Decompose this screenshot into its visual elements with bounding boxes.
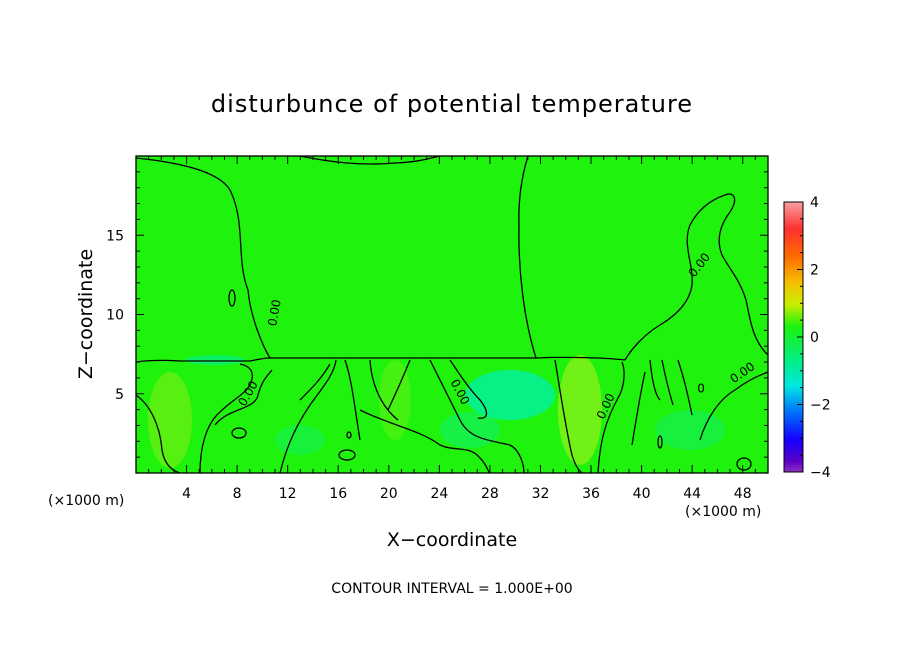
x-tick-label: 16 [329, 486, 347, 502]
contour-line [535, 356, 626, 361]
colorbar-ticks: 4 2 0 −2 −4 [797, 195, 831, 481]
x-tick-label: 44 [683, 486, 701, 502]
warm-patch [558, 355, 602, 465]
contour-ring [231, 427, 247, 439]
y-tick-label: 10 [106, 308, 124, 324]
contour-line [369, 359, 399, 421]
contour-line [624, 193, 768, 361]
contour-line [136, 156, 537, 359]
contour-line [597, 361, 625, 473]
contour-line [387, 359, 411, 411]
contour-line [279, 359, 337, 473]
contour-line [677, 359, 693, 416]
x-tick-label: 4 [182, 486, 191, 502]
colorbar-tick-label: 0 [810, 330, 819, 346]
contour-line [449, 359, 488, 419]
x-tick-label: 12 [279, 486, 297, 502]
contour-line [429, 359, 525, 473]
colorbar: 4 2 0 −2 −4 [783, 195, 831, 481]
chart-title: disturbunce of potential temperature [211, 90, 693, 118]
contour-line [631, 371, 646, 446]
x-tick-label: 28 [481, 486, 499, 502]
warm-patch [379, 360, 411, 440]
contour-line [199, 363, 254, 473]
contour-line [214, 369, 273, 426]
contour-ring [228, 289, 236, 307]
x-unit-right: (×1000 m) [685, 504, 761, 520]
cool-patch [275, 425, 325, 455]
x-tick-label: 40 [633, 486, 651, 502]
x-axis-label: X−coordinate [387, 529, 517, 551]
contour-line [136, 357, 271, 363]
contour-ring [338, 449, 356, 461]
colorbar-tick-label: −4 [810, 465, 831, 481]
contour-label: 0 [697, 381, 705, 395]
x-tick-label: 48 [734, 486, 752, 502]
colorbar-tick-label: 2 [810, 263, 819, 279]
x-axis-ticks: 4 8 12 16 20 24 28 32 36 40 44 48 [148, 156, 756, 502]
contour-line [649, 359, 661, 401]
cool-patch [465, 370, 555, 420]
x-tick-label: 36 [582, 486, 600, 502]
y-axis-ticks: 5 10 15 [106, 171, 768, 458]
y-tick-label: 15 [106, 228, 124, 244]
plot-area: 0.000.000.00 0.000.000.000 [136, 156, 768, 473]
x-tick-label: 24 [430, 486, 448, 502]
contour-ring [346, 431, 352, 439]
x-tick-label: 8 [233, 486, 242, 502]
colorbar-tick-label: 4 [810, 195, 819, 211]
y-axis-label: Z−coordinate [75, 249, 97, 379]
contour-ring [657, 435, 663, 449]
contour-line [344, 359, 361, 441]
contour-interval: CONTOUR INTERVAL = 1.000E+00 [331, 581, 572, 597]
cool-patch [440, 412, 500, 448]
colorbar-tick-label: −2 [810, 398, 831, 414]
contour-label: 0.00 [265, 298, 283, 327]
cool-patch [185, 355, 245, 365]
contour-lines [136, 156, 768, 473]
contour-line [661, 359, 674, 406]
contour-ring [736, 457, 752, 471]
contour-line [299, 363, 331, 401]
contour-line [299, 156, 441, 165]
contour-line [136, 394, 181, 473]
contour-line [699, 371, 768, 441]
x-tick-label: 32 [532, 486, 550, 502]
cool-patch [655, 410, 725, 450]
x-unit-left: (×1000 m) [48, 493, 124, 509]
y-tick-label: 5 [115, 387, 124, 403]
x-tick-label: 20 [380, 486, 398, 502]
contour-line [359, 409, 491, 473]
warm-patch [148, 372, 192, 468]
